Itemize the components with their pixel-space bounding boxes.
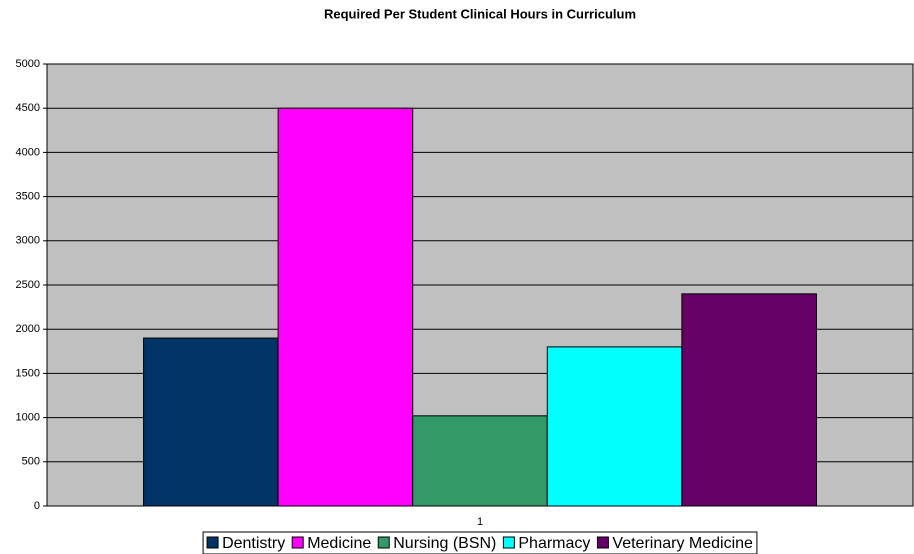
legend-swatch bbox=[206, 536, 219, 549]
y-tick-label: 2500 bbox=[16, 279, 40, 291]
y-tick-label: 1500 bbox=[16, 367, 40, 379]
y-tick-label: 4000 bbox=[16, 146, 40, 158]
legend bbox=[202, 531, 758, 554]
y-tick-label: 3000 bbox=[16, 235, 40, 247]
x-tick-label: 1 bbox=[477, 516, 483, 528]
bar bbox=[277, 107, 414, 507]
y-tick-label: 4500 bbox=[16, 102, 40, 114]
y-tick-label: 0 bbox=[34, 500, 40, 512]
y-tick-label: 5000 bbox=[16, 58, 40, 70]
y-tick-label: 2000 bbox=[16, 323, 40, 335]
legend-label: Dentistry bbox=[222, 535, 285, 552]
legend-label: Medicine bbox=[307, 535, 371, 552]
chart-title: Required Per Student Clinical Hours in C… bbox=[324, 6, 636, 21]
y-tick-label: 1000 bbox=[16, 412, 40, 424]
bar bbox=[412, 415, 548, 507]
legend-swatch bbox=[291, 536, 304, 549]
y-tick-label: 3500 bbox=[16, 191, 40, 203]
bar bbox=[143, 337, 279, 507]
y-tick-label: 500 bbox=[22, 456, 40, 468]
legend-swatch bbox=[502, 536, 515, 549]
bar bbox=[681, 293, 817, 507]
legend-swatch bbox=[377, 536, 390, 549]
legend-swatch bbox=[596, 536, 609, 549]
legend-label: Nursing (BSN) bbox=[393, 535, 496, 552]
legend-label: Veterinary Medicine bbox=[612, 535, 753, 552]
bar bbox=[546, 346, 683, 507]
legend-label: Pharmacy bbox=[518, 535, 590, 552]
